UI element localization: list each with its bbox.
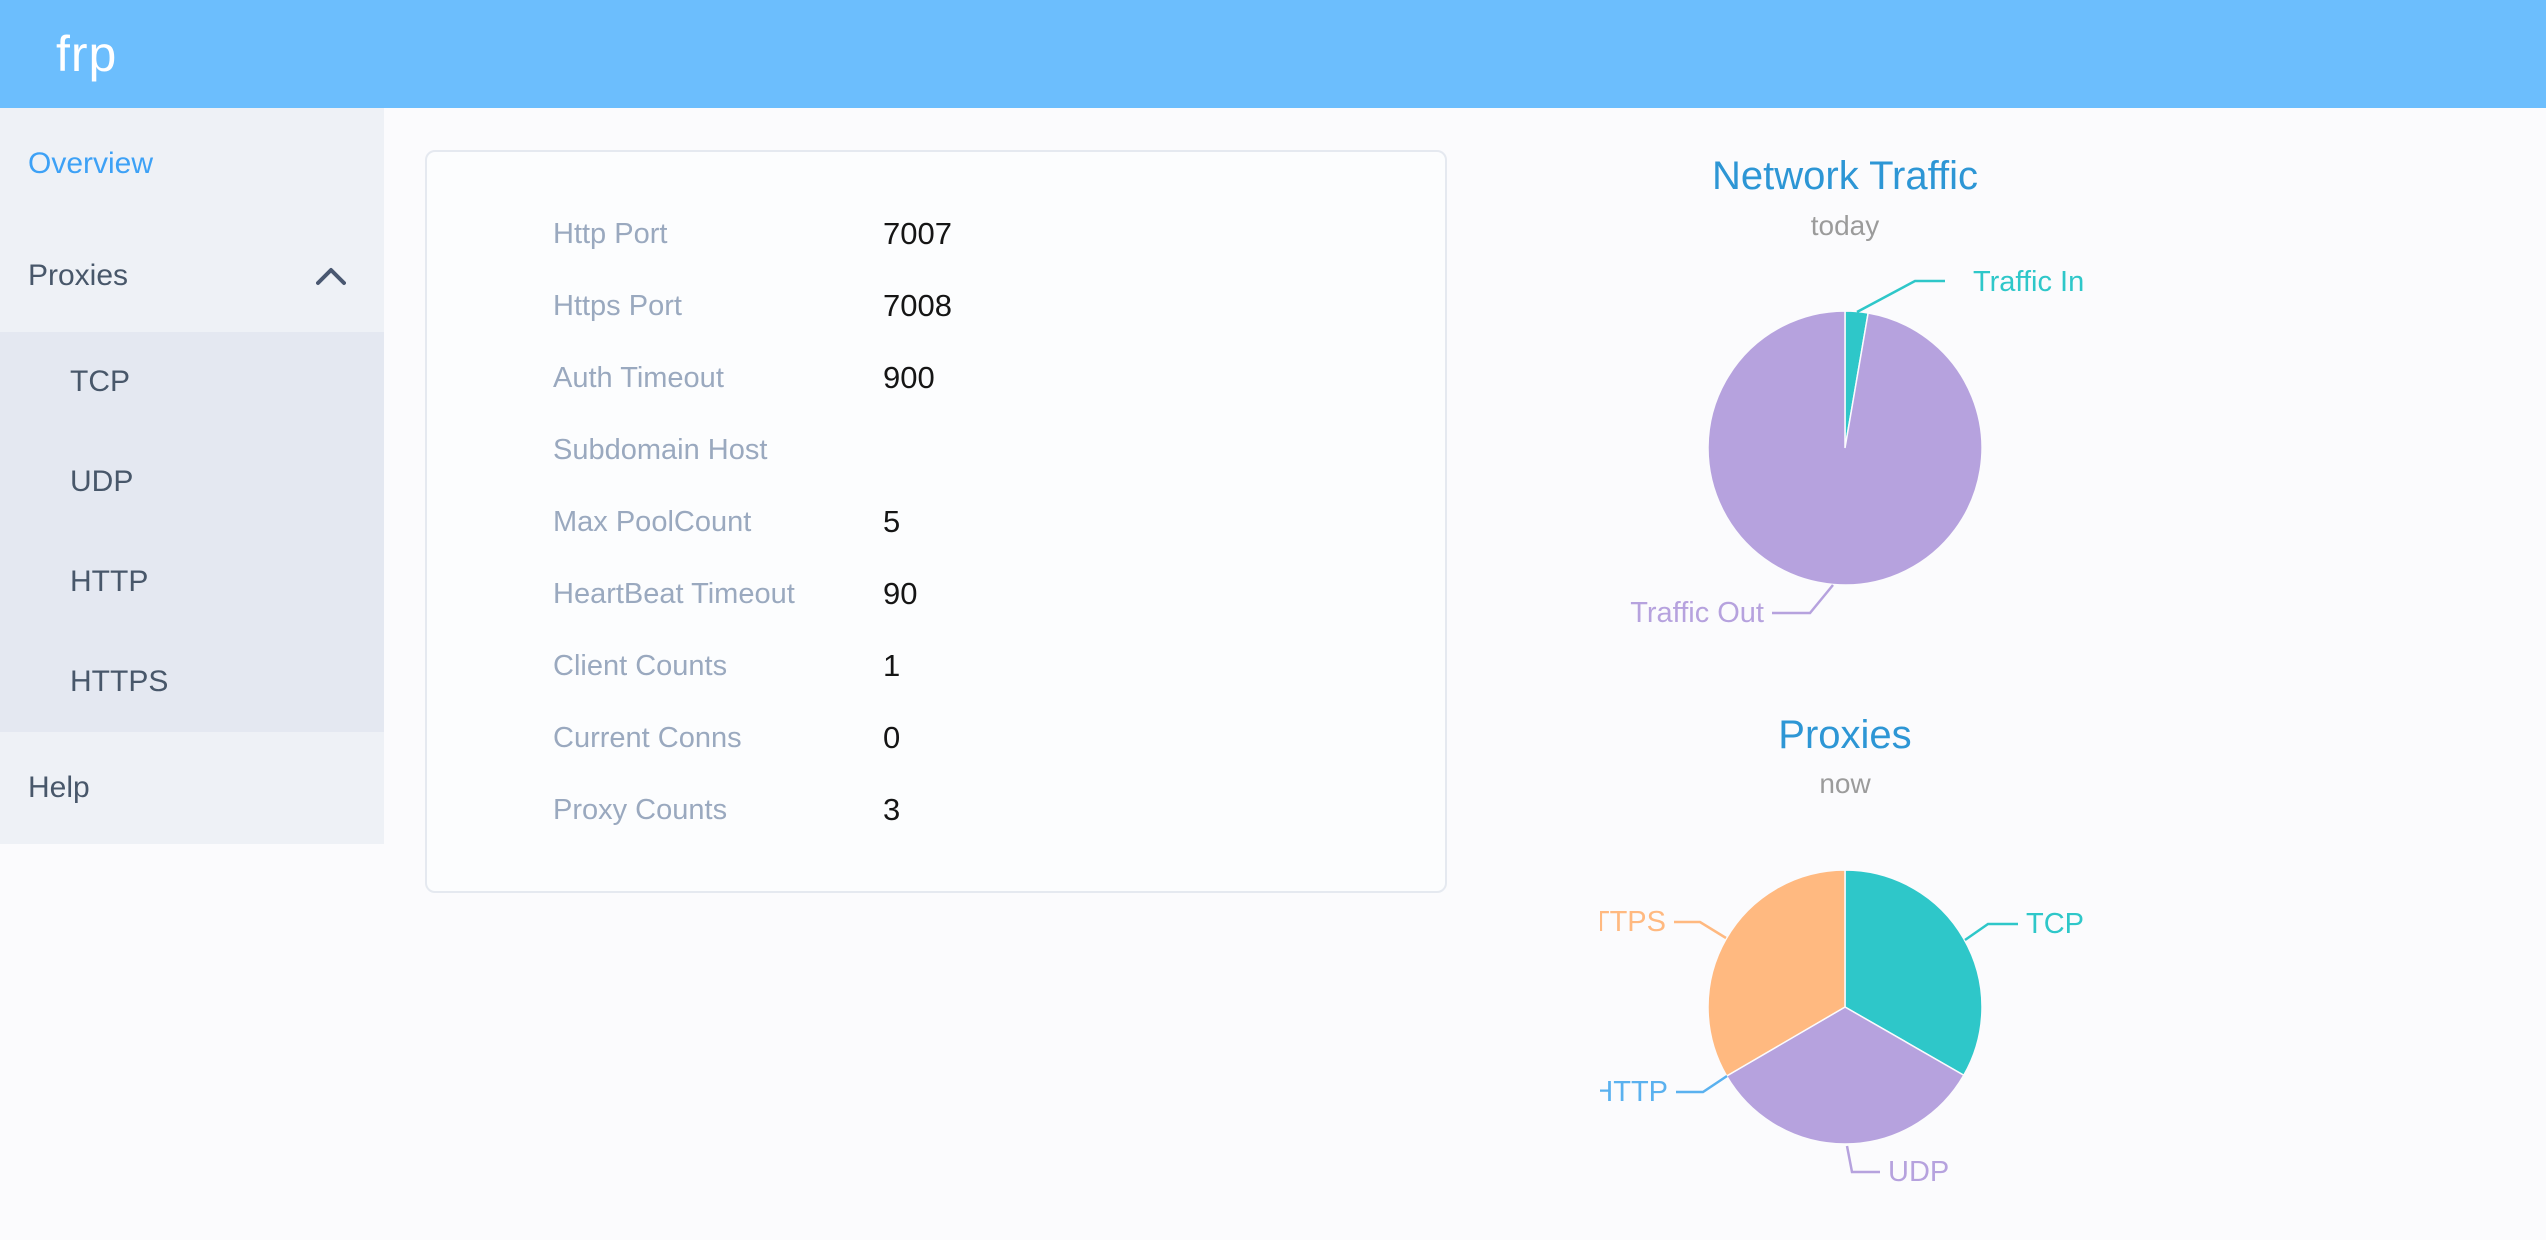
sidebar-item-http-label: HTTP xyxy=(70,565,149,598)
network-traffic-pie: Traffic In Traffic Out xyxy=(1630,266,2084,629)
info-label: Current Conns xyxy=(553,721,742,754)
sidebar-item-https-label: HTTPS xyxy=(70,665,169,698)
info-row-https-port: Https Port 7008 xyxy=(427,270,1445,342)
info-label: Subdomain Host xyxy=(553,433,768,466)
info-row-max-poolcount: Max PoolCount 5 xyxy=(427,486,1445,558)
info-label: Client Counts xyxy=(553,649,728,682)
info-row-heartbeat-timeout: HeartBeat Timeout 90 xyxy=(427,558,1445,630)
info-label: Https Port xyxy=(553,289,682,322)
pie-wedges xyxy=(1707,310,1983,586)
info-value: 1 xyxy=(883,648,901,683)
traffic-in-label: Traffic In xyxy=(1973,266,2084,298)
sidebar: Overview Proxies TCP UDP HTTP HTTPS xyxy=(0,108,384,844)
sidebar-item-proxies[interactable]: Proxies xyxy=(0,220,384,332)
proxies-chart-subtitle: now xyxy=(1819,768,1871,799)
info-value: 0 xyxy=(883,720,901,755)
info-label: Max PoolCount xyxy=(553,505,752,538)
tcp-label: TCP xyxy=(2026,908,2084,940)
proxies-submenu: TCP UDP HTTP HTTPS xyxy=(0,332,384,732)
info-value: 900 xyxy=(883,360,935,395)
info-label: Proxy Counts xyxy=(553,793,728,826)
pie-slice-https[interactable] xyxy=(1707,869,1846,1078)
info-value: 7007 xyxy=(883,216,952,251)
sidebar-item-overview[interactable]: Overview xyxy=(0,108,384,220)
sidebar-item-udp-label: UDP xyxy=(70,465,134,498)
traffic-out-label: Traffic Out xyxy=(1630,597,1764,629)
chevron-up-icon xyxy=(316,266,346,286)
sidebar-item-udp[interactable]: UDP xyxy=(0,432,384,532)
info-row-subdomain-host: Subdomain Host xyxy=(427,414,1445,486)
udp-label: UDP xyxy=(1888,1156,1949,1188)
info-value: 90 xyxy=(883,576,918,611)
pie-wedges xyxy=(1707,869,1983,1145)
sidebar-item-https[interactable]: HTTPS xyxy=(0,632,384,732)
proxies-chart-title: Proxies xyxy=(1778,713,1912,757)
sidebar-item-http[interactable]: HTTP xyxy=(0,532,384,632)
sidebar-item-help[interactable]: Help xyxy=(0,732,384,844)
info-label: Auth Timeout xyxy=(553,361,724,394)
info-value: 3 xyxy=(883,792,901,827)
http-label: HTTP xyxy=(1600,1076,1668,1108)
sidebar-item-help-label: Help xyxy=(28,771,90,804)
server-info-card: Http Port 7007 Https Port 7008 Auth Time… xyxy=(425,150,1447,893)
info-row-client-counts: Client Counts 1 xyxy=(427,630,1445,702)
traffic-out-leader-line xyxy=(1772,584,1834,615)
sidebar-item-proxies-label: Proxies xyxy=(28,259,129,292)
https-label: HTTPS xyxy=(1600,906,1666,938)
pie-slice-tcp[interactable] xyxy=(1844,869,1983,1077)
https-leader-line xyxy=(1674,920,1727,940)
network-traffic-subtitle: today xyxy=(1810,210,1880,241)
proxies-pie: TCP UDP HTTP HTTPS xyxy=(1600,869,2084,1188)
sidebar-item-overview-label: Overview xyxy=(28,147,154,180)
traffic-in-leader-line xyxy=(1856,279,1945,314)
info-label: Http Port xyxy=(553,217,668,250)
info-row-http-port: Http Port 7007 xyxy=(427,198,1445,270)
network-traffic-title: Network Traffic xyxy=(1712,154,1978,198)
info-label: HeartBeat Timeout xyxy=(553,577,795,610)
sidebar-item-tcp-label: TCP xyxy=(70,365,130,398)
app-header: frp xyxy=(0,0,2546,108)
info-row-auth-timeout: Auth Timeout 900 xyxy=(427,342,1445,414)
sidebar-item-tcp[interactable]: TCP xyxy=(0,332,384,432)
tcp-leader-line xyxy=(1964,922,2018,942)
app-logo: frp xyxy=(56,26,118,82)
udp-leader-line xyxy=(1845,1145,1880,1174)
info-value: 7008 xyxy=(883,288,952,323)
info-value: 5 xyxy=(883,504,901,539)
http-leader-line xyxy=(1676,1074,1728,1094)
info-row-proxy-counts: Proxy Counts 3 xyxy=(427,774,1445,846)
pie-slice-traffic-out[interactable] xyxy=(1707,310,1983,586)
pie-slice-udp[interactable] xyxy=(1725,1006,1965,1145)
info-row-current-conns: Current Conns 0 xyxy=(427,702,1445,774)
